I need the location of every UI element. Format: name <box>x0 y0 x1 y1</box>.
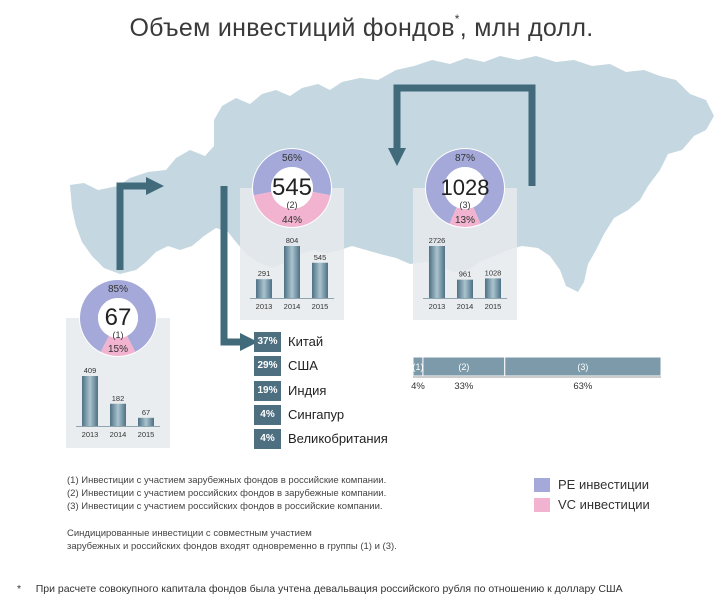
share-segment-label: (1) <box>412 362 423 372</box>
donut-center-group: (3) <box>460 200 471 210</box>
share-segment-label: (3) <box>577 362 588 372</box>
share-segment-percent: 4% <box>411 381 425 392</box>
bar-category-label: 2014 <box>457 302 474 311</box>
donut-slice-pe <box>253 149 331 196</box>
arrow-group-3-loop <box>393 84 536 186</box>
donut-center-group: (1) <box>113 330 124 340</box>
donut-label-pe: 87% <box>455 153 475 164</box>
country-name: Великобритания <box>288 431 388 446</box>
country-name: Сингапур <box>288 407 345 422</box>
bar-category-label: 2014 <box>284 302 301 311</box>
arrow-head-down <box>388 148 406 166</box>
bar-2014 <box>110 403 126 426</box>
arrow-group-2-to-countries <box>220 186 240 346</box>
bar-category-label: 2013 <box>82 430 99 439</box>
arrow-group-1-to-2 <box>116 182 146 270</box>
donut-center-value: 1028 <box>441 175 490 200</box>
bar-value-label: 804 <box>286 236 299 245</box>
bar-2015 <box>138 417 154 426</box>
footnote-text: При расчете совокупного капитала фондов … <box>35 583 623 595</box>
bar-2013 <box>429 246 445 298</box>
bar-value-label: 545 <box>314 253 327 262</box>
bar-category-label: 2013 <box>256 302 273 311</box>
bar-2014 <box>284 246 300 298</box>
donut-center-value: 545 <box>272 174 312 201</box>
country-name: Китай <box>288 334 324 349</box>
russia-map <box>70 56 714 292</box>
bar-value-label: 2726 <box>429 236 446 245</box>
bar-value-label: 409 <box>84 366 97 375</box>
bar-2013 <box>82 376 98 426</box>
legend-label-vc: VC инвестиции <box>558 497 650 512</box>
donut-slice-pe <box>426 149 504 224</box>
legend-swatch-vc <box>534 498 550 512</box>
country-share: 29% <box>254 356 281 376</box>
country-share: 4% <box>254 405 281 425</box>
bar-2014 <box>457 279 473 298</box>
note-group-1: (1) Инвестиции с участием зарубежных фон… <box>67 475 387 486</box>
donut-center-value: 67 <box>105 304 132 331</box>
arrow-heads <box>146 148 406 351</box>
legend-label-pe: PE инвестиции <box>558 477 650 492</box>
arrow-head-right-upper <box>146 177 164 195</box>
bar-value-label: 67 <box>142 408 150 417</box>
bar-category-label: 2015 <box>138 430 155 439</box>
bar-category-label: 2015 <box>485 302 502 311</box>
donut-label-vc: 15% <box>108 344 128 355</box>
legend-swatch-pe <box>534 478 550 492</box>
country-name: Индия <box>288 383 327 398</box>
flow-arrows <box>116 84 536 346</box>
donut-slice-pe <box>80 280 156 352</box>
donut-slice-vc <box>449 207 481 227</box>
country-share: 4% <box>254 429 281 449</box>
share-segment-percent: 33% <box>454 381 474 392</box>
arrow-head-right-lower <box>240 333 258 351</box>
donut-hole <box>98 298 138 338</box>
donut-slice-vc <box>253 191 331 227</box>
donut-hole <box>271 167 313 209</box>
donut-label-pe: 56% <box>282 153 302 164</box>
bar-2015 <box>485 278 501 298</box>
bar-value-label: 961 <box>459 270 472 279</box>
bar-2015 <box>312 262 328 298</box>
syndicated-note-line-2: зарубежных и российских фондов входят од… <box>67 541 397 552</box>
donut-label-vc: 44% <box>282 215 302 226</box>
note-group-2: (2) Инвестиции с участием российских фон… <box>67 488 387 499</box>
group-share-bar: (1) 4% (2) 33% (3) 63% <box>411 356 662 392</box>
bar-category-label: 2015 <box>312 302 329 311</box>
donut-label-vc: 13% <box>455 215 475 226</box>
country-name: США <box>288 358 318 373</box>
share-segment-label: (2) <box>458 362 469 372</box>
share-segment-3 <box>504 356 662 377</box>
donut-label-pe: 85% <box>108 284 128 295</box>
footnote-mark: * <box>17 583 22 595</box>
donut-hole <box>444 167 486 209</box>
note-group-3: (3) Инвестиции с участием российских фон… <box>67 501 383 512</box>
syndicated-note-line-1: Синдицированные инвестиции с совместным … <box>67 528 312 539</box>
bar-2013 <box>256 279 272 298</box>
bar-category-label: 2013 <box>429 302 446 311</box>
donut-slice-vc <box>100 335 136 356</box>
bar-value-label: 291 <box>258 269 271 278</box>
donut-center-group: (2) <box>287 200 298 210</box>
share-segment-percent: 63% <box>573 381 593 392</box>
chart-panels: 85%15%67(1)4092013182201467201556%44%545… <box>66 148 517 448</box>
footnote: * При расчете совокупного капитала фондо… <box>17 583 623 595</box>
bar-value-label: 182 <box>112 394 125 403</box>
country-share: 37% <box>254 332 281 352</box>
bar-category-label: 2014 <box>110 430 127 439</box>
chart-title: Объем инвестиций фондов*, млн долл. <box>129 12 594 42</box>
bar-value-label: 1028 <box>485 268 502 277</box>
country-share: 19% <box>254 381 281 401</box>
